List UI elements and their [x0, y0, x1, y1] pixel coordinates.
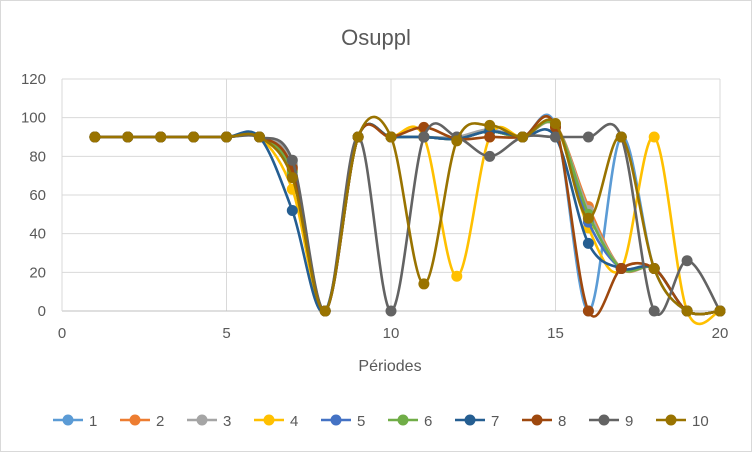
legend-item-7: 7 — [455, 413, 499, 430]
legend-label: 10 — [692, 413, 709, 430]
legend-label: 5 — [357, 413, 365, 430]
data-point — [122, 131, 134, 143]
x-tick-label: 15 — [547, 325, 564, 342]
data-point — [319, 305, 331, 317]
data-point — [352, 131, 364, 143]
legend-item-5: 5 — [321, 413, 365, 430]
legend-marker — [330, 414, 342, 426]
data-point — [582, 237, 594, 249]
data-point — [188, 131, 200, 143]
legend-marker — [129, 414, 141, 426]
x-tick-label: 20 — [712, 325, 729, 342]
legend-item-6: 6 — [388, 413, 432, 430]
y-tick-label: 60 — [29, 187, 46, 204]
x-tick-labels: 0 5 10 15 20 — [58, 325, 729, 342]
y-tick-label: 120 — [21, 71, 46, 88]
data-point — [582, 212, 594, 224]
data-point — [681, 305, 693, 317]
legend-label: 2 — [156, 413, 164, 430]
legend-label: 1 — [89, 413, 97, 430]
legend-label: 8 — [558, 413, 566, 430]
legend-label: 7 — [491, 413, 499, 430]
legend-label: 4 — [290, 413, 298, 430]
gridlines — [62, 78, 721, 311]
legend-item-4: 4 — [254, 413, 298, 430]
y-tick-label: 80 — [29, 148, 46, 165]
data-point — [484, 131, 496, 143]
data-point — [451, 135, 463, 147]
y-tick-label: 0 — [38, 303, 46, 320]
y-tick-label: 40 — [29, 226, 46, 243]
legend-marker — [464, 414, 476, 426]
series-10 — [89, 115, 726, 317]
data-point — [615, 131, 627, 143]
series-group — [89, 113, 726, 326]
x-axis-label: Périodes — [358, 358, 421, 375]
data-point — [648, 305, 660, 317]
x-tick-label: 10 — [383, 325, 400, 342]
x-tick-label: 0 — [58, 325, 66, 342]
legend: 1 2 3 4 5 6 7 8 9 10 — [53, 413, 709, 430]
legend-label: 6 — [424, 413, 432, 430]
x-tick-label: 5 — [222, 325, 230, 342]
legend-item-3: 3 — [187, 413, 231, 430]
data-point — [253, 131, 265, 143]
series-line — [94, 115, 721, 316]
data-point — [155, 131, 167, 143]
legend-marker — [665, 414, 677, 426]
legend-item-9: 9 — [589, 413, 633, 430]
legend-marker — [62, 414, 74, 426]
data-point — [221, 131, 232, 143]
data-point — [714, 305, 726, 317]
data-point — [582, 131, 594, 143]
legend-item-2: 2 — [120, 413, 164, 430]
data-point — [418, 131, 430, 143]
data-point — [681, 255, 693, 267]
data-point — [451, 270, 463, 282]
legend-label: 9 — [625, 413, 633, 430]
data-point — [286, 204, 298, 216]
y-tick-label: 20 — [29, 264, 46, 281]
legend-marker — [263, 414, 275, 426]
data-point — [286, 172, 298, 184]
legend-label: 3 — [223, 413, 231, 430]
data-point — [385, 305, 397, 317]
data-point — [550, 131, 561, 143]
y-tick-label: 100 — [21, 110, 46, 127]
legend-marker — [598, 414, 610, 426]
legend-item-1: 1 — [53, 413, 97, 430]
data-point — [484, 119, 496, 131]
legend-marker — [196, 414, 208, 426]
data-point — [648, 262, 660, 274]
data-point — [385, 131, 397, 143]
data-point — [286, 154, 298, 166]
data-point — [615, 262, 627, 274]
data-point — [550, 117, 561, 129]
data-point — [89, 131, 101, 143]
legend-item-10: 10 — [656, 413, 709, 430]
chart-title: Osuppl — [341, 25, 411, 50]
data-point — [484, 150, 496, 162]
legend-item-8: 8 — [522, 413, 566, 430]
data-point — [648, 131, 660, 143]
y-tick-labels: 0 20 40 60 80 100 120 — [21, 71, 46, 320]
legend-marker — [397, 414, 409, 426]
data-point — [517, 131, 529, 143]
data-point — [418, 278, 430, 290]
legend-marker — [531, 414, 543, 426]
data-point — [582, 305, 594, 317]
